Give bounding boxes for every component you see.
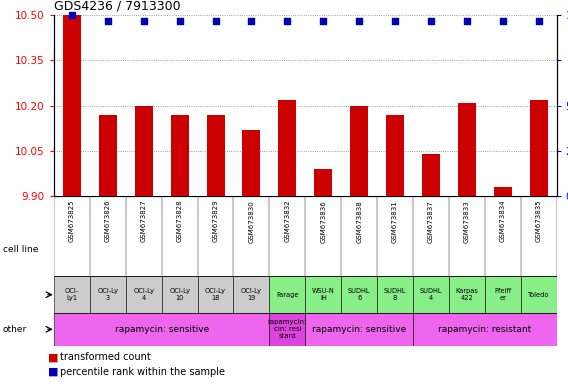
- Bar: [99, 115, 117, 196]
- Bar: [306, 276, 341, 313]
- Text: OCI-Ly
4: OCI-Ly 4: [133, 288, 154, 301]
- Text: GSM673837: GSM673837: [428, 200, 434, 243]
- Text: GSM673825: GSM673825: [69, 200, 75, 242]
- Text: rapamycin: sensitive: rapamycin: sensitive: [115, 325, 209, 334]
- Text: GSM673828: GSM673828: [177, 200, 183, 243]
- Point: [319, 18, 328, 24]
- Bar: [530, 99, 548, 196]
- Text: Toledo: Toledo: [528, 292, 549, 298]
- Text: SUDHL
6: SUDHL 6: [348, 288, 370, 301]
- Point: [498, 18, 507, 24]
- Text: GSM673827: GSM673827: [141, 200, 147, 243]
- Point: [354, 18, 364, 24]
- Text: GSM673836: GSM673836: [320, 200, 326, 243]
- Text: OCI-
Ly1: OCI- Ly1: [65, 288, 79, 301]
- Bar: [386, 115, 404, 196]
- Bar: [269, 313, 306, 346]
- Bar: [413, 313, 557, 346]
- Text: GSM673830: GSM673830: [248, 200, 254, 243]
- Bar: [306, 313, 413, 346]
- Text: GSM673838: GSM673838: [356, 200, 362, 243]
- Text: GSM673832: GSM673832: [285, 200, 290, 243]
- Text: transformed count: transformed count: [60, 352, 151, 362]
- Bar: [135, 106, 153, 196]
- Point: [139, 18, 148, 24]
- Text: rapamycin:
cin: resi
stant: rapamycin: cin: resi stant: [268, 319, 307, 339]
- Bar: [126, 276, 162, 313]
- Bar: [377, 276, 413, 313]
- Text: SUDHL
4: SUDHL 4: [420, 288, 442, 301]
- Text: GSM673826: GSM673826: [105, 200, 111, 243]
- Bar: [198, 276, 233, 313]
- Text: rapamycin: sensitive: rapamycin: sensitive: [312, 325, 406, 334]
- Text: Karpas
422: Karpas 422: [456, 288, 478, 301]
- Bar: [90, 276, 126, 313]
- Bar: [243, 130, 260, 196]
- Text: OCI-Ly
18: OCI-Ly 18: [205, 288, 226, 301]
- Text: cell line: cell line: [3, 245, 38, 253]
- Text: percentile rank within the sample: percentile rank within the sample: [60, 367, 224, 377]
- Bar: [170, 115, 189, 196]
- Text: ■: ■: [48, 367, 59, 377]
- Text: Farage: Farage: [276, 292, 299, 298]
- Text: Pfeiff
er: Pfeiff er: [494, 288, 511, 301]
- Text: GSM673833: GSM673833: [464, 200, 470, 243]
- Bar: [341, 276, 377, 313]
- Bar: [162, 276, 198, 313]
- Point: [68, 12, 77, 18]
- Text: ■: ■: [48, 352, 59, 362]
- Bar: [449, 276, 485, 313]
- Bar: [350, 106, 368, 196]
- Text: other: other: [3, 325, 27, 334]
- Bar: [413, 276, 449, 313]
- Bar: [269, 276, 306, 313]
- Point: [175, 18, 184, 24]
- Text: OCI-Ly
10: OCI-Ly 10: [169, 288, 190, 301]
- Bar: [521, 276, 557, 313]
- Point: [391, 18, 400, 24]
- Point: [247, 18, 256, 24]
- Bar: [54, 276, 90, 313]
- Point: [427, 18, 436, 24]
- Bar: [63, 15, 81, 196]
- Bar: [207, 115, 224, 196]
- Point: [211, 18, 220, 24]
- Bar: [494, 187, 512, 196]
- Point: [103, 18, 112, 24]
- Bar: [278, 99, 296, 196]
- Text: GSM673835: GSM673835: [536, 200, 542, 243]
- Text: WSU-N
IH: WSU-N IH: [312, 288, 335, 301]
- Text: GSM673829: GSM673829: [212, 200, 219, 243]
- Point: [534, 18, 543, 24]
- Text: OCI-Ly
3: OCI-Ly 3: [97, 288, 118, 301]
- Text: SUDHL
8: SUDHL 8: [384, 288, 406, 301]
- Bar: [314, 169, 332, 196]
- Bar: [485, 276, 521, 313]
- Text: rapamycin: resistant: rapamycin: resistant: [438, 325, 532, 334]
- Text: OCI-Ly
19: OCI-Ly 19: [241, 288, 262, 301]
- Point: [462, 18, 471, 24]
- Bar: [233, 276, 269, 313]
- Point: [283, 18, 292, 24]
- Bar: [458, 103, 476, 196]
- Text: GSM673834: GSM673834: [500, 200, 506, 243]
- Text: GDS4236 / 7913300: GDS4236 / 7913300: [54, 0, 181, 13]
- Bar: [422, 154, 440, 196]
- Bar: [54, 313, 269, 346]
- Text: GSM673831: GSM673831: [392, 200, 398, 243]
